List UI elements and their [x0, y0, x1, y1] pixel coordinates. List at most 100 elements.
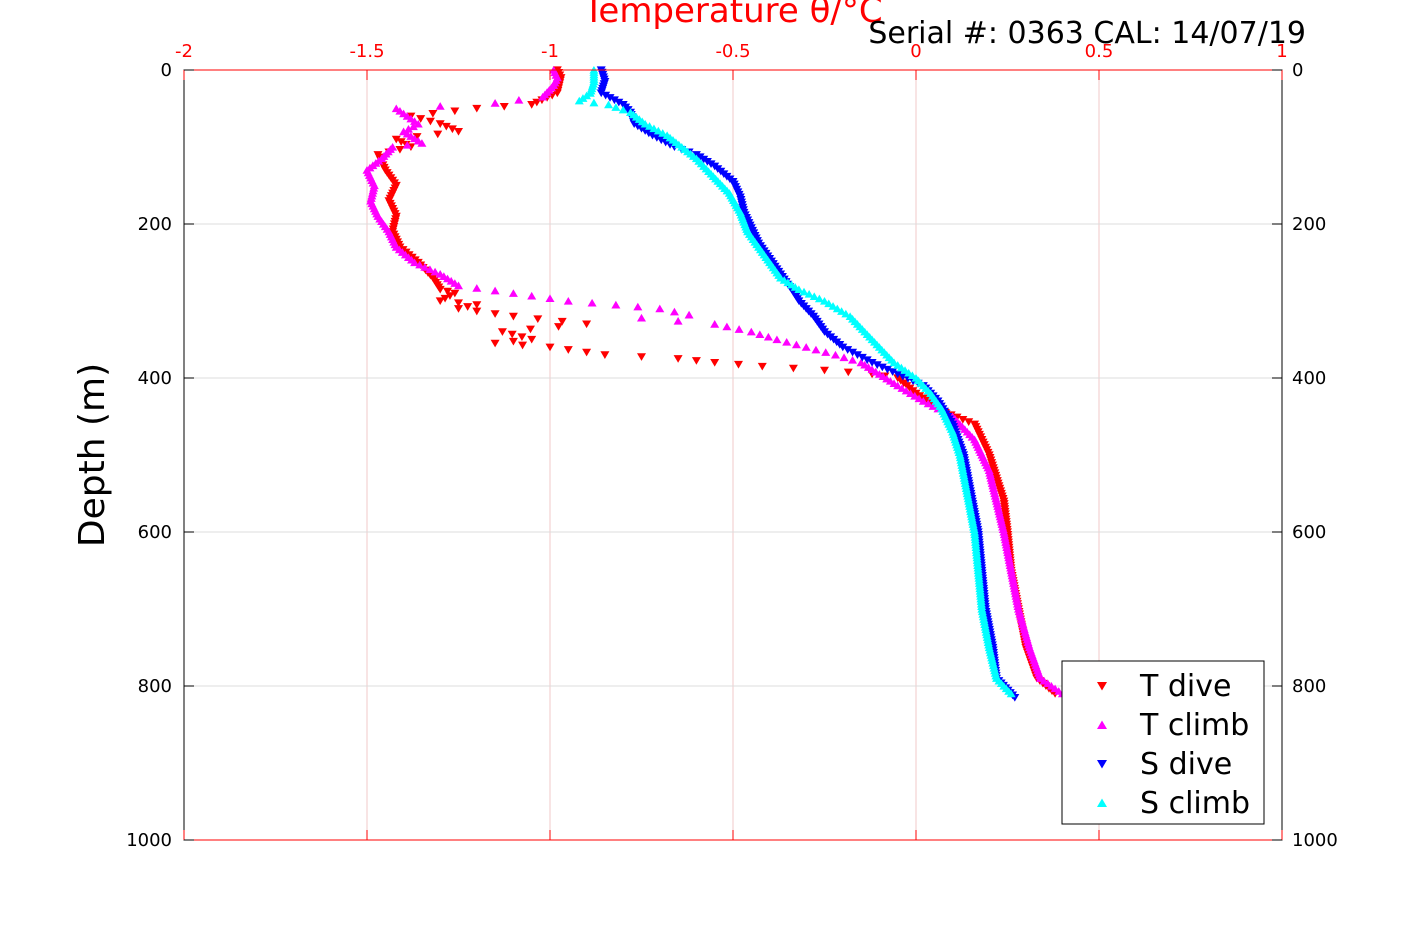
data-point	[877, 363, 887, 372]
data-point	[872, 361, 882, 369]
x-tick-label: -1	[541, 41, 559, 62]
data-point	[441, 122, 451, 131]
data-point	[637, 313, 646, 322]
data-point	[454, 305, 463, 313]
data-point	[857, 353, 867, 362]
data-point	[901, 386, 911, 395]
data-point	[435, 285, 445, 294]
x-tick-label: 1	[1276, 41, 1287, 62]
data-point	[574, 96, 584, 105]
data-point	[435, 297, 445, 306]
data-point	[893, 381, 903, 390]
data-point	[811, 345, 821, 354]
chart-title: Temperature θ/°C	[582, 0, 882, 31]
data-point	[527, 291, 537, 300]
data-point	[463, 303, 473, 311]
data-point	[605, 94, 615, 102]
data-point	[838, 343, 848, 352]
data-point	[557, 317, 567, 326]
data-point	[733, 360, 743, 369]
data-point	[604, 100, 614, 109]
data-point	[396, 138, 406, 146]
data-point	[410, 258, 420, 267]
data-point	[839, 353, 849, 362]
legend-label: T climb	[1139, 708, 1249, 743]
y-tick-label-right: 400	[1292, 368, 1326, 389]
data-point	[490, 99, 500, 107]
y-axis-label: Depth (m)	[72, 363, 113, 547]
data-point	[408, 122, 418, 131]
series-s-dive	[596, 66, 1020, 702]
data-point	[517, 333, 527, 341]
data-point	[906, 389, 916, 397]
data-point	[454, 128, 463, 136]
data-point	[633, 302, 643, 311]
data-point	[814, 294, 824, 303]
data-point	[497, 328, 507, 336]
data-point	[964, 418, 974, 426]
data-point	[587, 298, 597, 307]
y-tick-label-right: 1000	[1292, 830, 1338, 851]
data-point	[447, 125, 457, 134]
data-point	[653, 126, 663, 135]
data-point	[472, 284, 482, 292]
data-point	[710, 359, 720, 367]
data-point	[691, 357, 701, 365]
data-point	[435, 120, 445, 128]
data-point	[420, 263, 430, 271]
data-point	[821, 348, 831, 356]
data-point	[867, 359, 877, 367]
x-tick-label: -2	[175, 41, 193, 62]
series-s-climb	[574, 65, 1016, 698]
data-point	[472, 307, 482, 316]
data-point	[958, 415, 968, 424]
data-point	[928, 402, 938, 410]
data-point	[893, 370, 903, 379]
y-tick-label-left: 1000	[126, 830, 172, 851]
data-points	[362, 65, 1067, 702]
data-point	[649, 124, 659, 133]
data-point	[533, 315, 543, 324]
data-point	[830, 350, 840, 359]
data-point	[788, 364, 798, 373]
data-point	[395, 145, 405, 154]
data-point	[454, 299, 463, 307]
data-point	[425, 117, 435, 126]
data-point	[582, 320, 592, 329]
data-point	[445, 292, 455, 300]
data-point	[600, 351, 610, 359]
data-point	[472, 301, 482, 309]
data-point	[828, 302, 838, 310]
series-t-climb	[362, 65, 1067, 698]
data-point	[527, 101, 537, 109]
data-point	[552, 89, 562, 98]
data-point	[852, 351, 862, 359]
legend-label: S climb	[1140, 786, 1250, 821]
data-point	[706, 160, 716, 168]
data-point	[722, 322, 732, 331]
y-tick-label-right: 800	[1292, 676, 1326, 697]
data-point	[757, 362, 767, 371]
legend-box	[1061, 660, 1265, 825]
data-point	[514, 95, 524, 104]
data-point	[843, 346, 853, 354]
data-point	[443, 287, 453, 296]
legend-marker	[1097, 682, 1107, 691]
legend-marker	[1097, 798, 1107, 807]
data-point	[655, 304, 665, 313]
data-point	[527, 335, 537, 344]
data-point	[882, 365, 892, 374]
data-point	[589, 98, 599, 107]
data-point	[804, 290, 814, 298]
data-point	[413, 119, 423, 128]
data-point	[897, 384, 907, 392]
data-point	[490, 310, 500, 318]
data-point	[710, 320, 720, 328]
data-point	[645, 122, 655, 130]
data-point	[746, 327, 756, 336]
y-tick-label-left: 600	[138, 522, 172, 543]
legend: T dive T climb S dive S climb	[1061, 660, 1265, 825]
data-point	[843, 368, 853, 377]
data-point	[801, 343, 811, 351]
